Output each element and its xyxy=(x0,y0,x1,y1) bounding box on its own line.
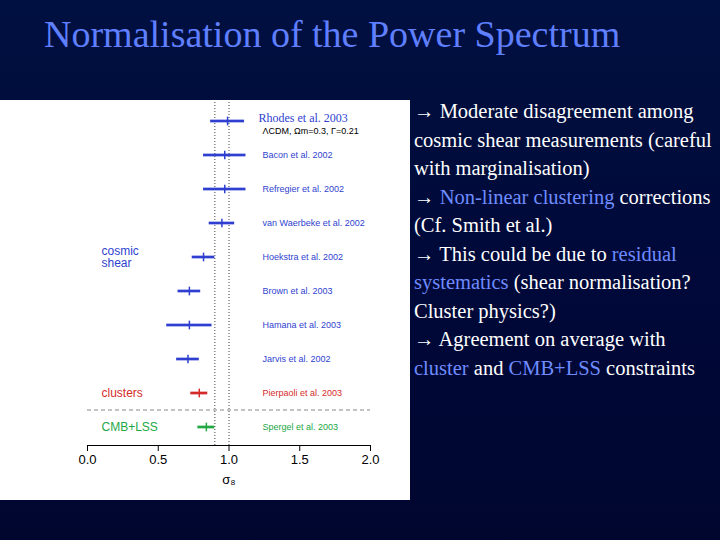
html-text:cluster and CMB+LSS constraint: cluster and CMB+LSS constraints xyxy=(414,356,695,379)
svg-text:Rhodes et al. 2003: Rhodes et al. 2003 xyxy=(259,111,348,125)
svg-text:clusters: clusters xyxy=(102,386,143,400)
svg-text:1.0: 1.0 xyxy=(220,452,238,467)
svg-text:Jarvis et al. 2002: Jarvis et al. 2002 xyxy=(263,354,331,364)
svg-text:cosmicshear: cosmicshear xyxy=(102,244,139,270)
svg-text:1.5: 1.5 xyxy=(291,452,309,467)
svg-text:Refregier et al. 2002: Refregier et al. 2002 xyxy=(263,184,345,194)
svg-text:CMB+LSS: CMB+LSS xyxy=(102,420,158,434)
html-text:→ This could be due to residua: → This could be due to residual systemat… xyxy=(414,242,691,322)
html-text:Normalisation of the Power Spe: Normalisation of the Power Spectrum xyxy=(44,13,621,55)
svg-text:Pierpaoli et al. 2003: Pierpaoli et al. 2003 xyxy=(263,388,343,398)
svg-text:σ₈: σ₈ xyxy=(222,472,235,487)
html-text:→ Agreement on average with: → Agreement on average with xyxy=(414,328,666,350)
svg-text:0.5: 0.5 xyxy=(149,452,167,467)
html-text:→ Non-linear clustering correc: → Non-linear clustering corrections (Cf.… xyxy=(414,185,711,236)
svg-text:van Waerbeke et al. 2002: van Waerbeke et al. 2002 xyxy=(263,218,365,228)
svg-text:Spergel et al. 2003: Spergel et al. 2003 xyxy=(263,422,339,432)
svg-text:Bacon et al. 2002: Bacon et al. 2002 xyxy=(263,150,333,160)
svg-text:0.0: 0.0 xyxy=(78,452,96,467)
svg-text:ΛCDM, Ωm=0.3, Γ=0.21: ΛCDM, Ωm=0.3, Γ=0.21 xyxy=(263,126,359,136)
svg-text:Hoekstra et al. 2002: Hoekstra et al. 2002 xyxy=(263,252,344,262)
html-text:→ Moderate disagreement among: → Moderate disagreement among cosmic she… xyxy=(414,100,712,179)
svg-text:Brown et al. 2003: Brown et al. 2003 xyxy=(263,286,333,296)
svg-text:Hamana et al. 2003: Hamana et al. 2003 xyxy=(263,320,342,330)
svg-text:2.0: 2.0 xyxy=(361,452,379,467)
